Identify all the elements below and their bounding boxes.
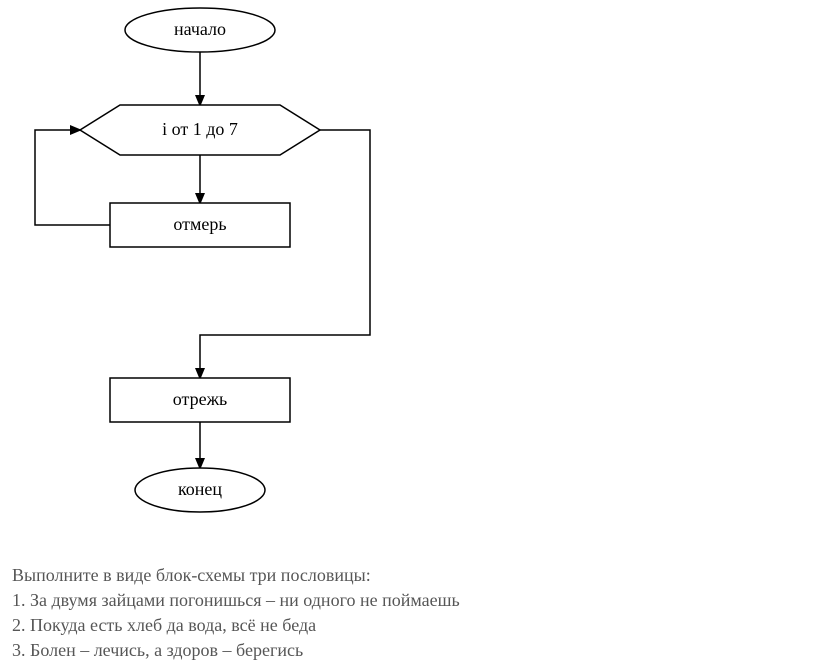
task-item-2: 2. Покуда есть хлеб да вода, всё не беда [12, 615, 316, 636]
task-item-3: 3. Болен – лечись, а здоров – берегись [12, 640, 303, 661]
start-node: начало [125, 8, 275, 52]
cut-node: отрежь [110, 378, 290, 422]
cut-label: отрежь [173, 389, 227, 409]
page: начало i от 1 до 7 отмерь отрежь конец В… [0, 0, 816, 663]
edge [200, 130, 370, 378]
end-node: конец [135, 468, 265, 512]
task-item-1: 1. За двумя зайцами погонишься – ни одно… [12, 590, 460, 611]
edge [35, 130, 110, 225]
flowchart-svg: начало i от 1 до 7 отмерь отрежь конец [0, 0, 816, 560]
measure-label: отмерь [173, 214, 226, 234]
loop-node: i от 1 до 7 [80, 105, 320, 155]
measure-node: отмерь [110, 203, 290, 247]
end-label: конец [178, 479, 222, 499]
start-label: начало [174, 19, 226, 39]
task-heading: Выполните в виде блок-схемы три пословиц… [12, 565, 371, 586]
loop-label: i от 1 до 7 [162, 119, 238, 139]
